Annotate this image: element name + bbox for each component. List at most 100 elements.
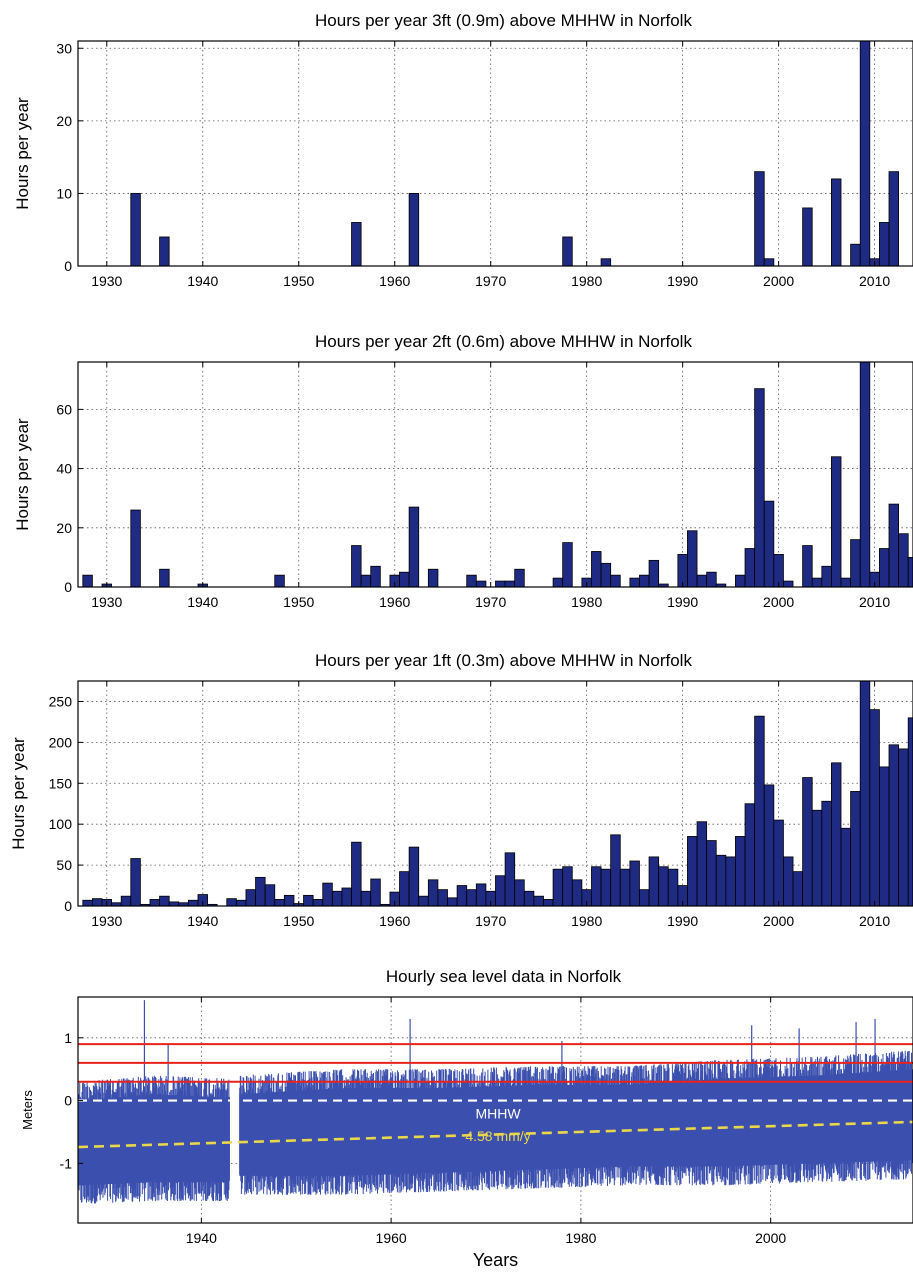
bar-1957 (360, 890, 372, 906)
x-tick-label: 1990 (667, 273, 698, 289)
chart-title: Hours per year 2ft (0.6m) above MHHW in … (315, 332, 692, 351)
chart-title: Hours per year 3ft (0.9m) above MHHW in … (315, 11, 692, 30)
x-tick-label: 2000 (763, 273, 794, 289)
bar-1981 (591, 866, 602, 906)
trend-line (78, 1120, 913, 1149)
x-tick-label: 2000 (755, 1230, 786, 1246)
bar-1978 (562, 542, 573, 587)
bar-2005 (821, 800, 832, 906)
y-tick-label: 0 (64, 579, 72, 595)
bar-1965 (437, 889, 448, 906)
bar-1961 (399, 871, 410, 906)
axes-frame (77, 680, 913, 907)
bar-2003 (802, 207, 813, 266)
bar-1935 (149, 899, 160, 906)
bar-1993 (706, 840, 717, 906)
y-tick-label: 0 (64, 1093, 72, 1109)
x-tick-label: 1930 (91, 594, 122, 610)
bar-1940 (197, 894, 208, 906)
bar-2006 (831, 456, 842, 587)
bar-2003 (802, 545, 813, 587)
bar-1988 (658, 583, 669, 587)
bar-2013 (898, 748, 909, 906)
bar-1956 (351, 222, 362, 266)
bar-1945 (245, 889, 256, 906)
x-tick-label: 2010 (859, 913, 890, 929)
mhhw-label: MHHW (475, 1106, 521, 1122)
trend-label: 4.58 mm/y (465, 1128, 530, 1144)
bar-1962 (408, 506, 420, 587)
y-axis-label: Hours per year (13, 97, 32, 210)
bar-1962 (408, 846, 420, 906)
x-tick-label: 1960 (379, 273, 410, 289)
x-tick-label: 1980 (565, 1230, 596, 1246)
chart-title: Hours per year 1ft (0.3m) above MHHW in … (315, 651, 692, 670)
bar-1936 (159, 236, 170, 266)
y-axis-label: Meters (20, 1090, 35, 1130)
bar-1974 (523, 890, 535, 906)
x-tick-label: 1940 (187, 273, 218, 289)
bar-1933 (130, 509, 141, 587)
bar-1958 (370, 878, 381, 906)
bar-2010 (869, 709, 880, 906)
x-tick-label: 1940 (187, 913, 218, 929)
x-tick-label: 2010 (859, 273, 890, 289)
bar-2000 (773, 819, 784, 906)
bar-1955 (341, 887, 352, 906)
bar-1969 (475, 580, 487, 587)
y-tick-label: 150 (49, 775, 73, 791)
bar-1996 (735, 836, 746, 906)
bar-1941 (207, 903, 218, 906)
bar-1967 (456, 885, 468, 906)
x-tick-label: 1980 (571, 594, 602, 610)
x-tick-label: 2010 (859, 594, 890, 610)
bar-1973 (514, 879, 525, 906)
x-tick-label: 1970 (475, 273, 506, 289)
grid-lines (78, 681, 913, 906)
bar-1994 (715, 854, 727, 906)
bar-1962 (408, 193, 420, 266)
x-tick-label: 1970 (475, 913, 506, 929)
bar-1976 (543, 899, 554, 906)
bar-2003 (802, 777, 813, 906)
bar-2005 (821, 565, 832, 587)
bar-2008 (850, 243, 861, 266)
bar-1973 (514, 568, 525, 587)
bar-2013 (898, 533, 909, 587)
bar-1961 (399, 571, 410, 587)
axes-frame (77, 361, 913, 588)
x-tick-label: 1940 (186, 1230, 217, 1246)
x-tick-label: 1940 (187, 594, 218, 610)
y-tick-label: 10 (56, 185, 72, 201)
grid-lines (78, 41, 913, 266)
bar-1988 (658, 866, 669, 906)
bar-1972 (504, 580, 516, 587)
y-tick-label: 200 (49, 734, 73, 750)
bar-2009 (859, 41, 871, 266)
bar-1948 (274, 574, 285, 587)
plot-area (82, 362, 913, 587)
bar-1947 (264, 884, 276, 906)
plot-area (82, 681, 913, 906)
bar-1984 (619, 868, 631, 906)
x-tick-label: 2000 (763, 913, 794, 929)
bar-2008 (850, 791, 861, 906)
bar-1968 (466, 574, 477, 587)
bar-1994 (715, 583, 727, 587)
bar-1996 (735, 574, 746, 587)
y-tick-label: 0 (64, 258, 72, 274)
bar-1937 (168, 901, 180, 906)
bar-1939 (187, 899, 199, 906)
x-axis-label: Years (473, 1250, 518, 1270)
bar-2007 (840, 827, 852, 906)
y-tick-label: -1 (60, 1155, 73, 1171)
x-tick-label: 1930 (91, 913, 122, 929)
x-tick-label: 1970 (475, 594, 506, 610)
bar-2008 (850, 539, 861, 587)
bar-1953 (322, 882, 333, 906)
bar-1963 (418, 895, 429, 906)
bar-1933 (130, 193, 141, 266)
x-tick-label: 1980 (571, 913, 602, 929)
bar-1981 (591, 551, 602, 587)
bar-1971 (495, 580, 506, 587)
